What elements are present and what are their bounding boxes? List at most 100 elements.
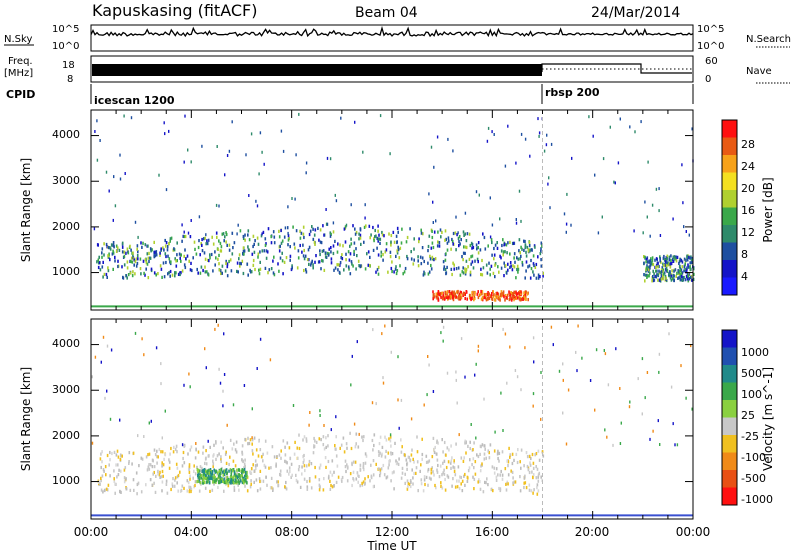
data-cell xyxy=(348,258,351,262)
data-cell xyxy=(454,485,457,489)
data-cell xyxy=(205,469,207,473)
data-cell xyxy=(216,454,219,458)
data-cell xyxy=(490,238,493,242)
data-cell xyxy=(123,476,126,480)
data-cell xyxy=(437,298,440,302)
data-cell-sparse xyxy=(358,432,360,436)
data-cell xyxy=(535,465,537,469)
data-cell xyxy=(332,244,335,248)
data-cell xyxy=(114,491,116,495)
data-cell xyxy=(403,270,406,274)
data-cell xyxy=(96,260,98,264)
data-cell xyxy=(308,262,310,266)
data-cell xyxy=(485,456,487,460)
cpid-segment-2: rbsp 200 xyxy=(545,86,600,99)
data-cell xyxy=(385,476,388,480)
data-cell xyxy=(324,251,327,255)
data-cell xyxy=(499,488,502,493)
data-cell xyxy=(405,458,408,462)
data-cell xyxy=(520,466,522,470)
data-cell xyxy=(353,252,355,256)
data-cell-sparse xyxy=(205,366,207,370)
data-cell xyxy=(161,480,164,484)
data-cell xyxy=(345,258,347,262)
data-cell xyxy=(535,476,538,480)
data-cell xyxy=(226,243,228,247)
data-cell xyxy=(140,241,142,245)
data-cell-sparse xyxy=(236,232,238,236)
data-cell xyxy=(361,435,363,439)
data-cell xyxy=(285,487,288,491)
data-cell xyxy=(191,268,193,273)
data-cell xyxy=(146,262,149,266)
data-cell xyxy=(244,437,246,442)
data-cell xyxy=(493,449,496,453)
data-cell xyxy=(496,295,499,299)
data-cell xyxy=(170,487,172,492)
data-cell xyxy=(484,296,487,300)
data-cell xyxy=(147,276,150,280)
data-cell xyxy=(442,471,444,475)
data-cell-sparse xyxy=(284,226,287,230)
data-cell xyxy=(266,451,269,455)
data-cell xyxy=(308,463,310,467)
data-cell xyxy=(646,264,648,268)
data-cell-sparse xyxy=(106,344,109,348)
data-cell xyxy=(422,273,425,277)
data-cell-sparse xyxy=(251,407,253,411)
data-cell xyxy=(241,452,244,456)
data-cell xyxy=(300,231,303,235)
data-cell xyxy=(679,258,681,262)
data-cell xyxy=(518,249,520,253)
data-cell xyxy=(164,244,167,248)
data-cell xyxy=(346,479,349,483)
data-cell xyxy=(259,267,262,271)
data-cell xyxy=(105,272,108,277)
data-cell xyxy=(190,445,193,449)
data-cell xyxy=(384,455,387,459)
data-cell-sparse xyxy=(500,391,502,395)
data-cell xyxy=(510,291,513,295)
data-cell xyxy=(488,451,490,455)
data-cell xyxy=(397,245,399,249)
data-cell xyxy=(448,448,450,452)
power-ytick-2000: 2000 xyxy=(52,220,80,233)
data-cell xyxy=(209,445,211,449)
data-cell xyxy=(433,230,436,234)
data-cell xyxy=(340,256,342,260)
data-cell xyxy=(365,224,367,228)
data-cell-sparse xyxy=(187,148,189,152)
data-cell xyxy=(396,249,398,253)
data-cell xyxy=(511,452,514,456)
data-cell xyxy=(281,239,284,243)
data-cell xyxy=(665,266,668,270)
data-cell xyxy=(542,454,545,458)
data-cell xyxy=(117,463,119,467)
data-cell xyxy=(103,488,106,493)
data-cell xyxy=(349,431,351,435)
colorbar-swatch xyxy=(722,487,737,506)
data-cell xyxy=(421,452,424,457)
data-cell xyxy=(188,465,191,469)
data-cell xyxy=(380,250,383,254)
data-cell xyxy=(669,262,672,266)
data-cell xyxy=(525,254,528,258)
data-cell-sparse xyxy=(263,162,265,166)
data-cell xyxy=(222,479,224,483)
data-cell xyxy=(168,242,170,246)
data-cell xyxy=(204,236,206,240)
data-cell xyxy=(280,449,282,453)
nave-tick-bottom: 0 xyxy=(705,74,711,85)
data-cell xyxy=(423,272,426,276)
data-cell xyxy=(378,453,380,457)
data-cell xyxy=(450,247,452,251)
data-cell-sparse xyxy=(187,231,190,235)
data-cell xyxy=(229,468,232,472)
data-cell xyxy=(211,476,213,481)
data-cell xyxy=(139,257,142,261)
data-cell xyxy=(265,475,267,479)
data-cell xyxy=(252,463,254,467)
data-cell xyxy=(321,249,324,253)
data-cell xyxy=(477,454,480,459)
data-cell xyxy=(383,473,386,477)
